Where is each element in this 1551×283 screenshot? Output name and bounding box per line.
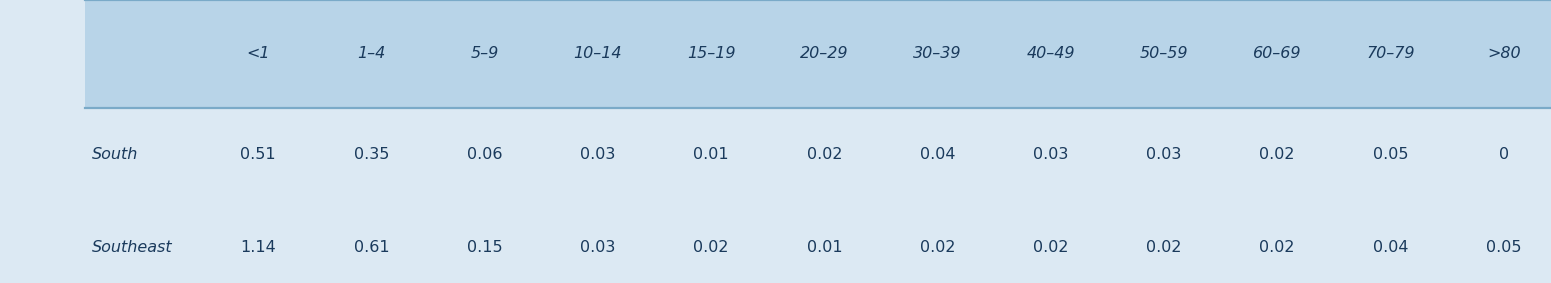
- Text: 50–59: 50–59: [1140, 46, 1188, 61]
- Text: 0.03: 0.03: [580, 240, 616, 255]
- Text: 0.02: 0.02: [693, 240, 729, 255]
- Text: 0.03: 0.03: [1033, 147, 1069, 162]
- Text: 20–29: 20–29: [800, 46, 848, 61]
- Text: >80: >80: [1487, 46, 1520, 61]
- Text: 0.51: 0.51: [240, 147, 276, 162]
- Text: 0.15: 0.15: [467, 240, 503, 255]
- Text: 30–39: 30–39: [914, 46, 962, 61]
- Text: 5–9: 5–9: [470, 46, 499, 61]
- Text: 70–79: 70–79: [1366, 46, 1415, 61]
- Text: 0.01: 0.01: [693, 147, 729, 162]
- Text: 0.05: 0.05: [1373, 147, 1408, 162]
- Text: 0.01: 0.01: [807, 240, 842, 255]
- Text: 0.02: 0.02: [1259, 240, 1295, 255]
- Text: 0.02: 0.02: [1259, 147, 1295, 162]
- Text: 0.02: 0.02: [807, 147, 842, 162]
- Text: 60–69: 60–69: [1253, 46, 1301, 61]
- Text: 0.02: 0.02: [1146, 240, 1182, 255]
- Text: 0.06: 0.06: [467, 147, 503, 162]
- Text: 10–14: 10–14: [574, 46, 622, 61]
- Text: 0.02: 0.02: [1033, 240, 1069, 255]
- Text: 0.61: 0.61: [354, 240, 389, 255]
- Text: 0.35: 0.35: [354, 147, 389, 162]
- Text: 0.02: 0.02: [920, 240, 955, 255]
- Text: 1.14: 1.14: [240, 240, 276, 255]
- Text: 15–19: 15–19: [687, 46, 735, 61]
- Text: 0.04: 0.04: [1373, 240, 1408, 255]
- Text: 0.04: 0.04: [920, 147, 955, 162]
- Text: <1: <1: [247, 46, 270, 61]
- Text: 0.03: 0.03: [580, 147, 616, 162]
- Text: Southeast: Southeast: [92, 240, 172, 255]
- Text: 0: 0: [1498, 147, 1509, 162]
- Text: 0.05: 0.05: [1486, 240, 1522, 255]
- Text: 1–4: 1–4: [357, 46, 386, 61]
- Text: 0.03: 0.03: [1146, 147, 1182, 162]
- Text: 40–49: 40–49: [1027, 46, 1075, 61]
- Text: South: South: [92, 147, 138, 162]
